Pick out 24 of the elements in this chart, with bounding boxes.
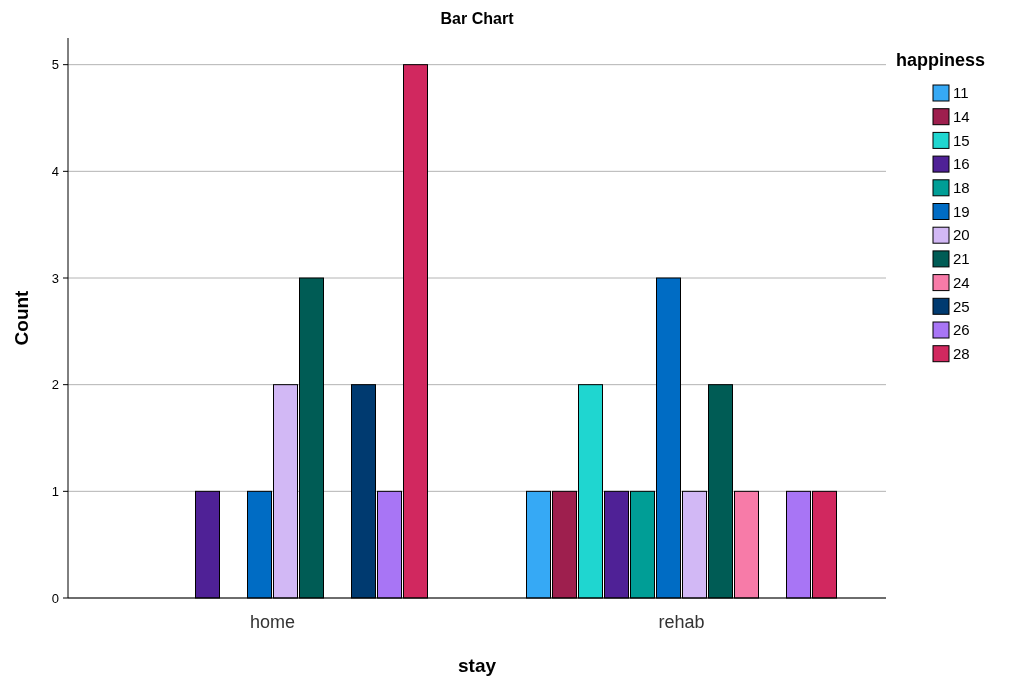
legend-label: 20 bbox=[953, 226, 970, 244]
legend-label: 14 bbox=[953, 107, 970, 125]
y-tick-label: 0 bbox=[51, 590, 59, 606]
legend-title: happiness bbox=[896, 50, 986, 70]
legend-label: 18 bbox=[953, 179, 970, 197]
legend-label: 24 bbox=[953, 273, 970, 291]
legend-label: 26 bbox=[953, 321, 970, 339]
y-tick-label: 5 bbox=[51, 57, 59, 73]
y-tick-label: 1 bbox=[51, 483, 59, 499]
legend-label: 15 bbox=[953, 131, 970, 149]
y-tick-label: 2 bbox=[51, 377, 59, 393]
legend-label: 21 bbox=[953, 250, 970, 268]
x-tick-label: rehab bbox=[658, 612, 705, 632]
y-tick-label: 4 bbox=[51, 163, 59, 179]
legend-label: 19 bbox=[953, 202, 970, 220]
legend-label: 28 bbox=[953, 344, 970, 362]
legend-label: 16 bbox=[953, 155, 970, 173]
legend-label: 25 bbox=[953, 297, 970, 315]
y-axis-title: Count bbox=[11, 289, 32, 346]
legend-label: 11 bbox=[953, 84, 969, 102]
x-tick-label: home bbox=[249, 612, 296, 632]
y-tick-label: 3 bbox=[51, 270, 59, 286]
chart-title: Bar Chart bbox=[440, 10, 515, 27]
x-axis-title: stay bbox=[457, 655, 497, 676]
